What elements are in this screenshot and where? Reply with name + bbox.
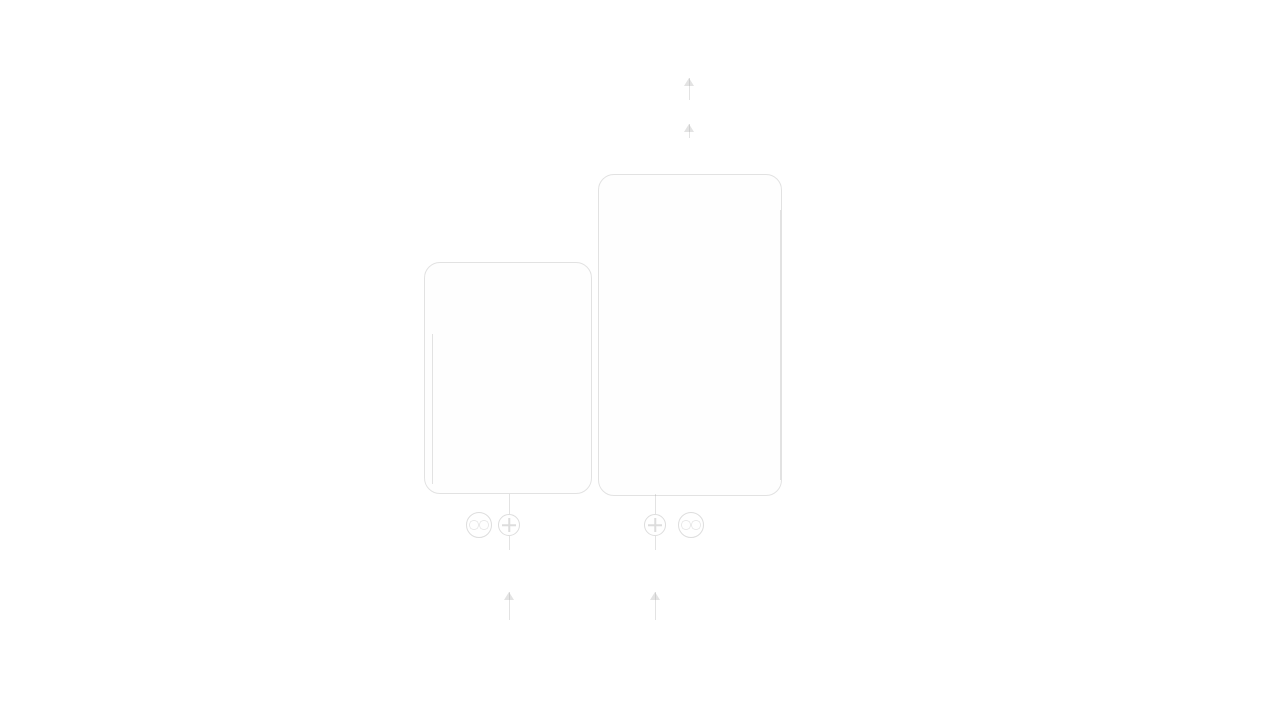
encoder-pe-icon (466, 512, 492, 538)
decoder-adder-icon (644, 514, 666, 536)
encoder-adder-icon (498, 514, 520, 536)
transformer-diagram (370, 34, 810, 674)
encoder-stack-outline (424, 262, 592, 494)
decoder-pe-icon (678, 512, 704, 538)
output-embedding-block (370, 34, 378, 38)
decoder-stack-outline (598, 174, 782, 496)
